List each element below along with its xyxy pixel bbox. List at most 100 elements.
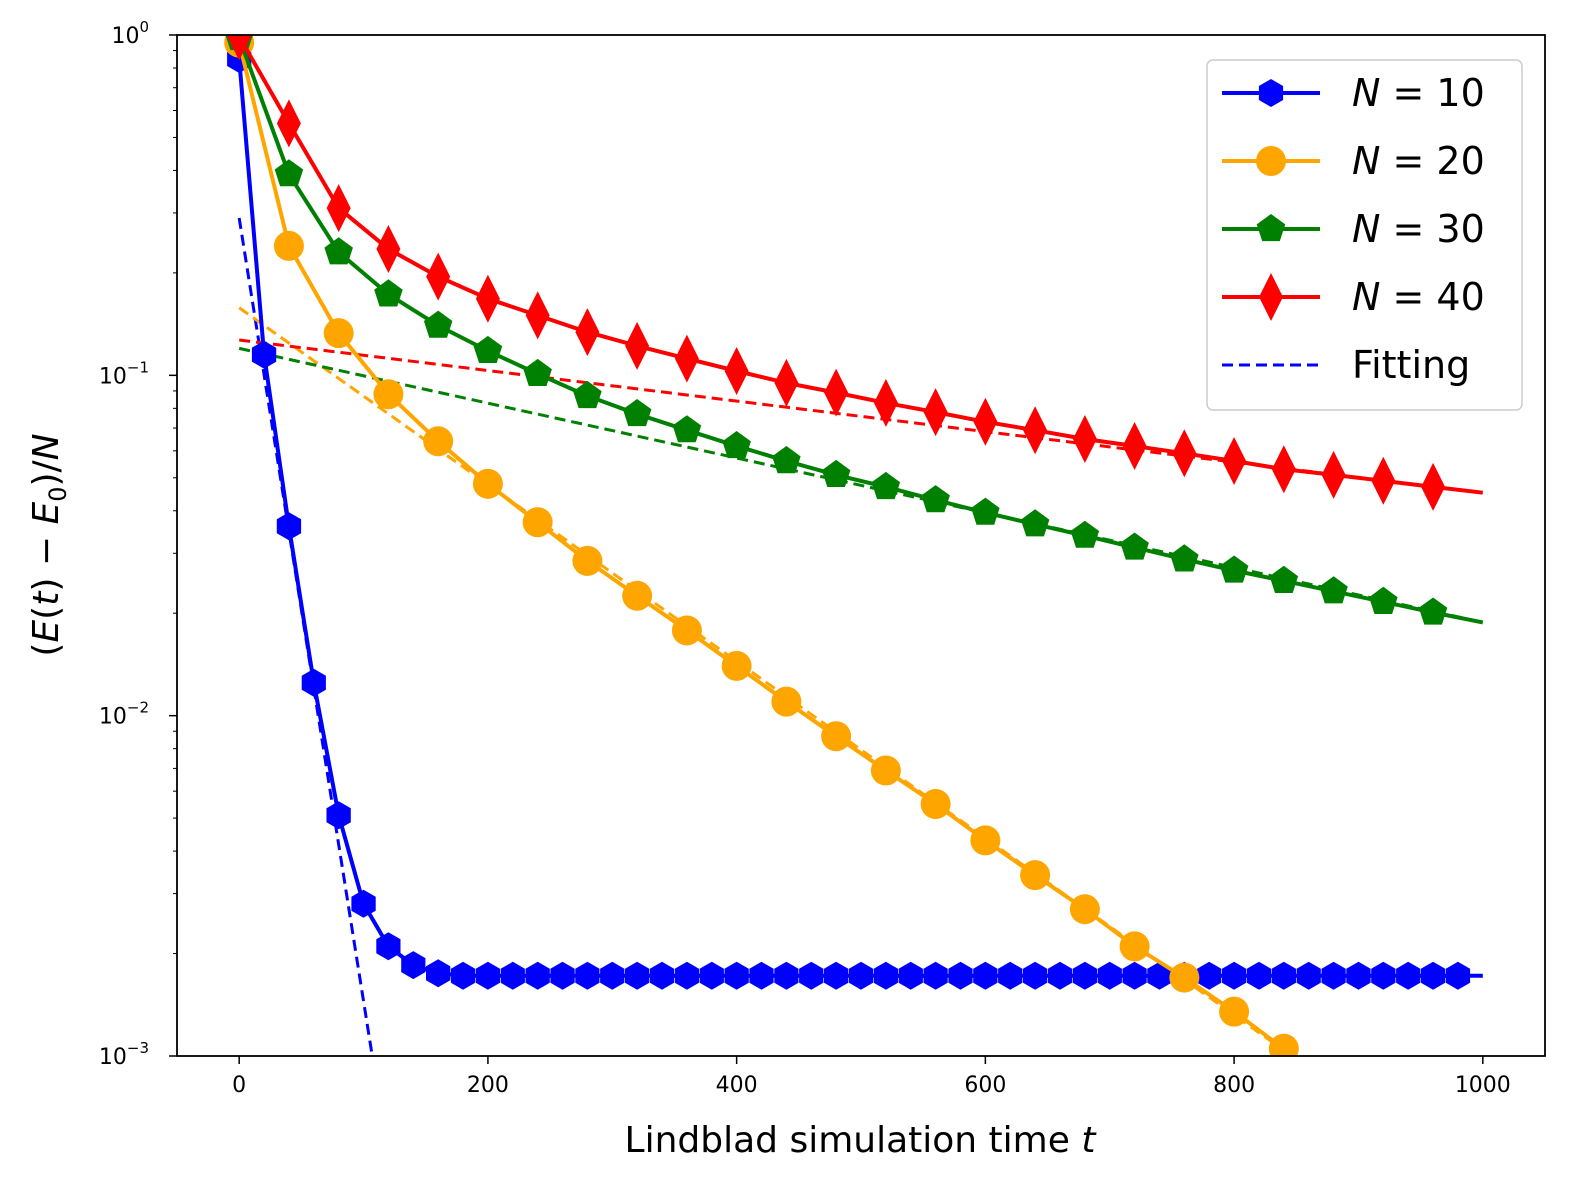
data-point-N10 — [326, 801, 351, 830]
data-point-N20 — [920, 789, 951, 820]
data-point-N30 — [1219, 555, 1249, 583]
data-point-N30 — [772, 446, 801, 474]
y-tick-label: 10−1 — [99, 358, 149, 389]
legend-frame — [1206, 59, 1523, 411]
data-point-N20 — [1169, 962, 1200, 993]
data-point-N10 — [1396, 961, 1421, 990]
data-point-N10 — [1047, 961, 1073, 990]
data-point-N30 — [1319, 576, 1348, 604]
data-point-N40 — [674, 334, 699, 383]
plot-area — [224, 35, 1484, 1056]
legend-label-N40: N = 40 — [1352, 275, 1485, 319]
plot-frame — [176, 34, 1546, 1057]
data-point-N10 — [500, 961, 525, 990]
data-point-N30 — [1020, 509, 1050, 537]
data-point-N10 — [1147, 961, 1172, 990]
data-point-N10 — [699, 961, 724, 990]
x-axis-label: Lindblad simulation time t — [625, 1120, 1098, 1161]
data-point-N40 — [625, 321, 650, 370]
data-point-N30 — [722, 431, 751, 459]
axes-layer: 0 200 400 600 800 1000 10−3 10−2 10−1 100 — [99, 18, 1546, 1098]
data-point-N10 — [948, 961, 973, 990]
y-tick-label: 10−3 — [99, 1039, 149, 1070]
data-point-N10 — [550, 961, 575, 990]
data-point-N10 — [998, 961, 1023, 990]
data-point-N10 — [575, 961, 600, 990]
legend: N = 10 N = 20 N = 30 N = 40 Fitting — [1206, 59, 1523, 411]
legend-label-fitting: Fitting — [1352, 343, 1470, 387]
x-tick-label: 800 — [1213, 1073, 1255, 1098]
data-point-N30 — [274, 159, 304, 187]
data-point-N30 — [523, 358, 552, 386]
data-point-N10 — [1271, 961, 1296, 990]
data-point-N20 — [572, 545, 603, 576]
data-point-N40 — [1072, 415, 1097, 463]
data-point-N40 — [475, 274, 500, 323]
data-point-N10 — [450, 961, 476, 990]
y-tick-label: 10−2 — [99, 699, 149, 730]
data-point-N10 — [1346, 961, 1371, 990]
data-point-N30 — [921, 485, 950, 513]
data-point-N10 — [898, 961, 923, 990]
data-point-N40 — [1172, 429, 1197, 478]
legend-label-N10: N = 10 — [1352, 71, 1485, 115]
data-point-N20 — [622, 580, 653, 611]
data-point-N40 — [724, 347, 749, 395]
data-point-N30 — [573, 380, 602, 409]
data-point-N10 — [1246, 961, 1272, 990]
data-point-N30 — [971, 497, 1000, 525]
data-point-N30 — [672, 415, 702, 443]
x-tick-label: 0 — [232, 1073, 246, 1098]
data-point-N20 — [323, 318, 354, 349]
data-point-N10 — [525, 961, 550, 990]
data-point-N20 — [1020, 860, 1051, 891]
data-point-N10 — [1197, 961, 1222, 990]
data-point-N40 — [1421, 462, 1446, 511]
data-point-N30 — [1070, 520, 1100, 548]
data-point-N40 — [326, 184, 351, 233]
y-axis-label: (E(t) − E0)/N — [26, 433, 72, 656]
x-tick-label: 400 — [716, 1073, 758, 1098]
data-point-N20 — [522, 507, 553, 538]
data-point-N10 — [1222, 961, 1247, 990]
data-point-N10 — [401, 951, 426, 980]
data-point-N40 — [973, 397, 998, 446]
data-point-N10 — [1420, 961, 1446, 990]
data-point-N30 — [1418, 597, 1448, 625]
data-point-N30 — [423, 310, 453, 338]
legend-marker-N40 — [1259, 273, 1283, 321]
x-tick-label: 600 — [964, 1073, 1006, 1098]
data-point-N10 — [799, 961, 824, 990]
data-point-N10 — [1296, 961, 1321, 990]
data-point-N10 — [1023, 961, 1048, 990]
data-point-N10 — [1072, 961, 1097, 990]
data-point-N20 — [970, 825, 1001, 856]
data-point-N20 — [821, 721, 852, 752]
data-point-N10 — [873, 961, 898, 990]
y-tick-label: 100 — [111, 18, 149, 49]
data-point-N10 — [724, 961, 749, 990]
legend-label-N20: N = 20 — [1352, 139, 1485, 183]
data-point-N30 — [374, 279, 403, 307]
legend-marker-N30 — [1256, 214, 1286, 242]
data-point-N40 — [426, 252, 451, 301]
data-point-N10 — [351, 889, 376, 918]
data-point-N20 — [472, 468, 503, 499]
data-point-N30 — [1170, 544, 1199, 572]
data-point-N20 — [721, 650, 752, 681]
data-point-N40 — [376, 225, 401, 273]
data-point-N10 — [749, 961, 774, 990]
legend-marker-N10 — [1258, 79, 1284, 107]
data-point-N30 — [473, 335, 503, 363]
data-point-N30 — [324, 237, 353, 265]
data-point-N10 — [301, 668, 326, 697]
data-point-N40 — [276, 99, 301, 148]
data-point-N40 — [774, 358, 799, 407]
data-point-N20 — [1119, 931, 1150, 962]
data-point-N40 — [824, 368, 849, 417]
data-point-N20 — [771, 686, 802, 717]
series-layer — [224, 35, 1484, 1056]
data-point-N10 — [475, 961, 500, 990]
data-point-N40 — [227, 35, 252, 61]
data-point-N20 — [423, 426, 454, 457]
